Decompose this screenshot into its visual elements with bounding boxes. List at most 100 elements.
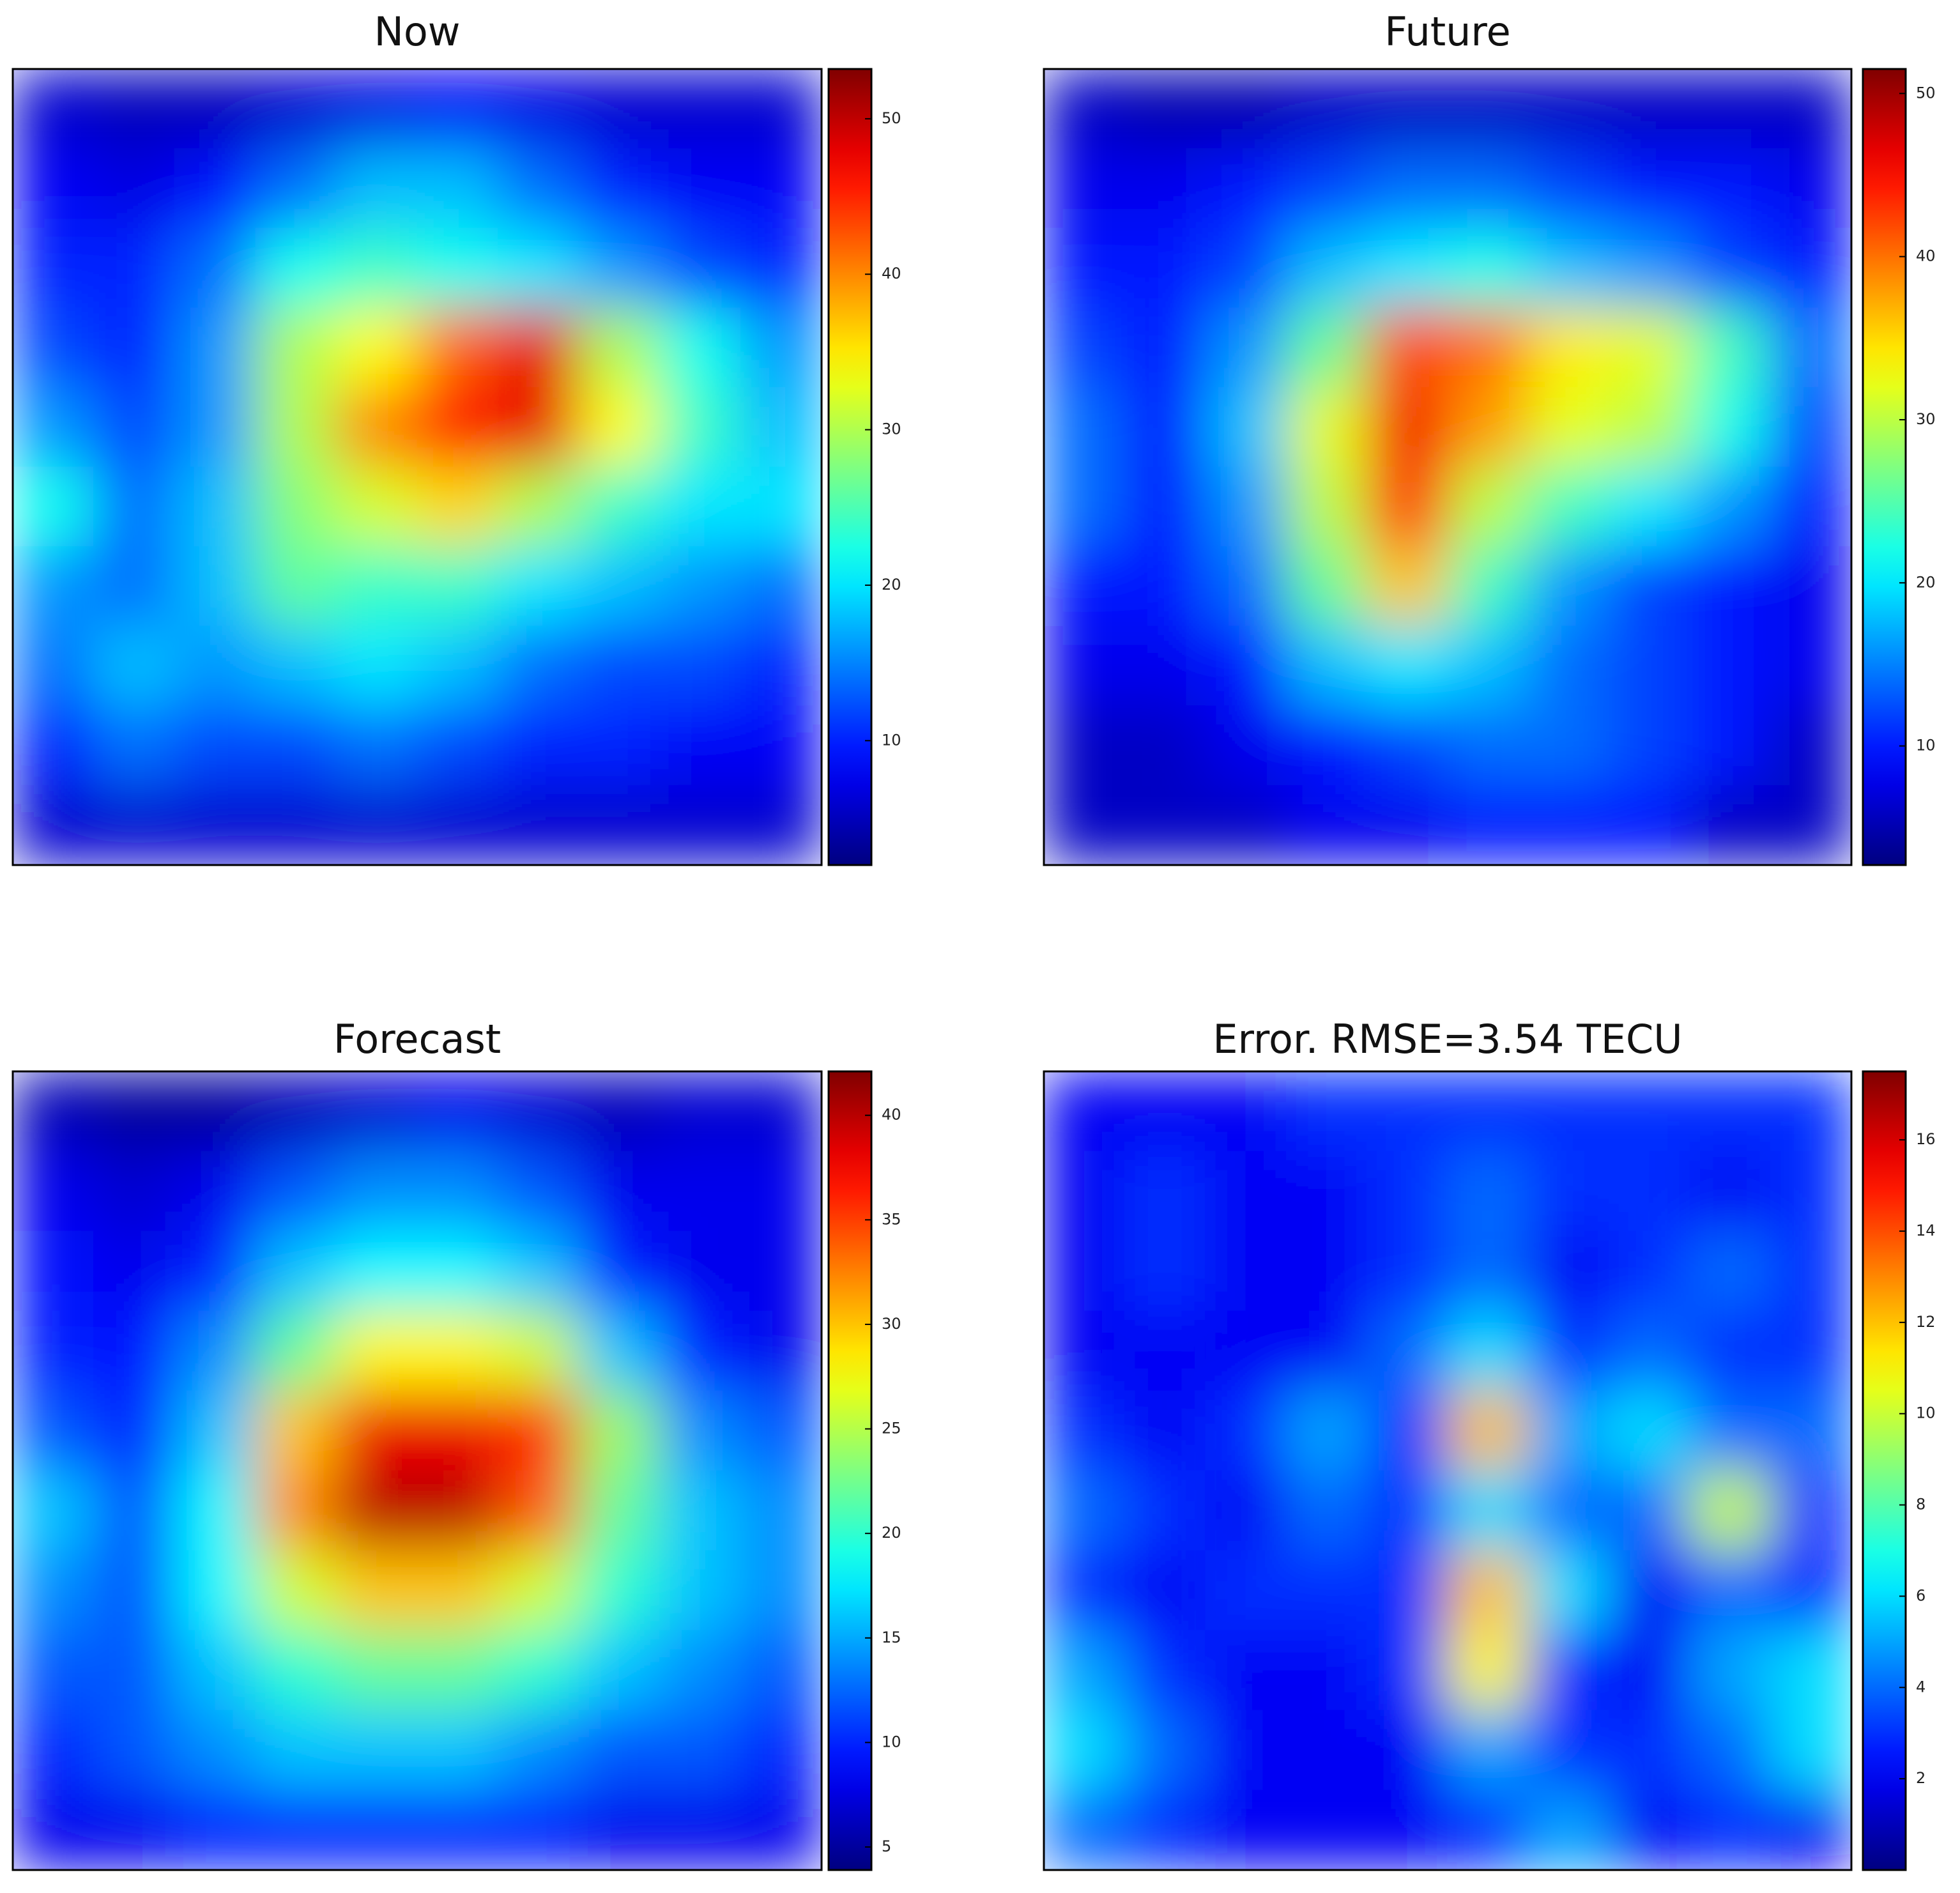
heatmap-cell bbox=[417, 1151, 499, 1232]
heatmap-cell bbox=[13, 1470, 95, 1551]
heatmap-cell bbox=[417, 1310, 499, 1391]
heatmap-cell bbox=[1367, 227, 1448, 309]
heatmap-cell bbox=[1367, 307, 1448, 388]
heatmap-cell bbox=[174, 227, 256, 309]
heatmap-cell bbox=[1527, 1790, 1610, 1870]
heatmap-cell bbox=[578, 1390, 661, 1471]
heatmap-cell bbox=[1447, 1151, 1529, 1232]
heatmap-cell bbox=[1367, 1230, 1448, 1312]
heatmap-cell bbox=[1447, 546, 1529, 627]
heatmap-cell bbox=[1689, 1550, 1772, 1631]
heatmap-cell bbox=[1527, 705, 1610, 786]
heatmap-cell bbox=[659, 625, 741, 707]
heatmap-cell bbox=[13, 1151, 95, 1232]
heatmap-cell bbox=[659, 1151, 741, 1232]
colorbar-tick-label: 50 bbox=[882, 109, 901, 127]
heatmap-cell bbox=[659, 227, 741, 309]
heatmap-cell bbox=[1689, 546, 1772, 627]
heatmap-cell bbox=[740, 1710, 822, 1791]
heatmap-cell bbox=[1689, 1710, 1772, 1791]
heatmap-cell bbox=[1044, 1710, 1125, 1791]
heatmap-cell bbox=[1044, 307, 1125, 388]
heatmap-cell bbox=[1609, 1710, 1690, 1791]
heatmap-cell bbox=[1044, 1230, 1125, 1312]
heatmap-cell bbox=[1770, 227, 1851, 309]
heatmap-cell bbox=[335, 1550, 418, 1631]
heatmap-cell bbox=[1609, 69, 1690, 149]
heatmap-cell bbox=[1527, 148, 1610, 229]
heatmap-cell bbox=[1367, 546, 1448, 627]
heatmap-cell bbox=[578, 1550, 661, 1631]
heatmap-cell bbox=[1205, 148, 1287, 229]
heatmap-cell bbox=[335, 1151, 418, 1232]
heatmap-cell bbox=[1609, 1230, 1690, 1312]
heatmap-cell bbox=[1527, 387, 1610, 468]
heatmap-cell bbox=[174, 785, 256, 865]
heatmap-cell bbox=[1285, 227, 1368, 309]
heatmap-cell bbox=[1770, 307, 1851, 388]
heatmap-cell bbox=[1367, 625, 1448, 707]
heatmap-cell bbox=[578, 148, 661, 229]
colorbar-tick-label: 30 bbox=[882, 1315, 901, 1333]
heatmap-cell bbox=[93, 1790, 175, 1870]
colorbar-tick-label: 8 bbox=[1916, 1496, 1926, 1514]
colorbar-tick-label: 40 bbox=[882, 1106, 901, 1124]
heatmap-cell bbox=[1527, 1310, 1610, 1391]
heatmap-cell bbox=[174, 69, 256, 149]
heatmap-cell bbox=[740, 1151, 822, 1232]
heatmap-cell bbox=[417, 1390, 499, 1471]
heatmap-cell bbox=[174, 1710, 256, 1791]
heatmap-cell bbox=[1044, 148, 1125, 229]
heatmap-cell bbox=[1447, 466, 1529, 548]
heatmap-cell bbox=[1285, 705, 1368, 786]
heatmap-cell bbox=[93, 625, 175, 707]
panel-title: Forecast bbox=[333, 1016, 501, 1062]
heatmap-cell bbox=[255, 148, 337, 229]
heatmap-cell bbox=[93, 1710, 175, 1791]
heatmap-cell bbox=[417, 1550, 499, 1631]
heatmap-cell bbox=[417, 466, 499, 548]
heatmap-cell bbox=[417, 1470, 499, 1551]
colorbar-tick-label: 4 bbox=[1916, 1678, 1926, 1696]
heatmap-cell bbox=[1205, 227, 1287, 309]
heatmap-cell bbox=[1770, 69, 1851, 149]
heatmap-cell bbox=[1285, 307, 1368, 388]
heatmap-cell bbox=[1205, 387, 1287, 468]
heatmap-cell bbox=[498, 1390, 579, 1471]
heatmap-cell bbox=[93, 546, 175, 627]
heatmap-cell bbox=[659, 546, 741, 627]
heatmap-cell bbox=[1285, 1071, 1368, 1152]
heatmap-cell bbox=[174, 1310, 256, 1391]
heatmap-cell bbox=[1124, 546, 1206, 627]
colorbar-tick-label: 20 bbox=[882, 576, 901, 594]
heatmap-cell bbox=[1124, 705, 1206, 786]
heatmap-cell bbox=[1285, 1151, 1368, 1232]
heatmap-cell bbox=[335, 148, 418, 229]
heatmap-cell bbox=[1527, 1390, 1610, 1471]
heatmap-cell bbox=[1609, 1071, 1690, 1152]
heatmap-cell bbox=[93, 1310, 175, 1391]
heatmap-cell bbox=[498, 69, 579, 149]
heatmap-cell bbox=[1044, 1550, 1125, 1631]
heatmap-cell bbox=[1205, 546, 1287, 627]
heatmap-cell bbox=[93, 307, 175, 388]
heatmap-cell bbox=[1044, 546, 1125, 627]
heatmap-cell bbox=[174, 705, 256, 786]
heatmap-cell bbox=[1770, 1230, 1851, 1312]
heatmap-cell bbox=[1689, 1230, 1772, 1312]
colorbar-tick-label: 6 bbox=[1916, 1586, 1926, 1604]
heatmap-cell bbox=[417, 1710, 499, 1791]
heatmap-cell bbox=[1447, 1310, 1529, 1391]
heatmap-cell bbox=[417, 546, 499, 627]
heatmap-cell bbox=[1205, 1071, 1287, 1152]
heatmap-cell bbox=[174, 307, 256, 388]
heatmap-cell bbox=[93, 227, 175, 309]
heatmap-cell bbox=[578, 466, 661, 548]
heatmap-cell bbox=[255, 625, 337, 707]
heatmap-cell bbox=[13, 625, 95, 707]
heatmap-cell bbox=[1124, 1710, 1206, 1791]
heatmap-cell bbox=[255, 1151, 337, 1232]
heatmap-cell bbox=[498, 466, 579, 548]
plot-frame bbox=[11, 68, 823, 866]
